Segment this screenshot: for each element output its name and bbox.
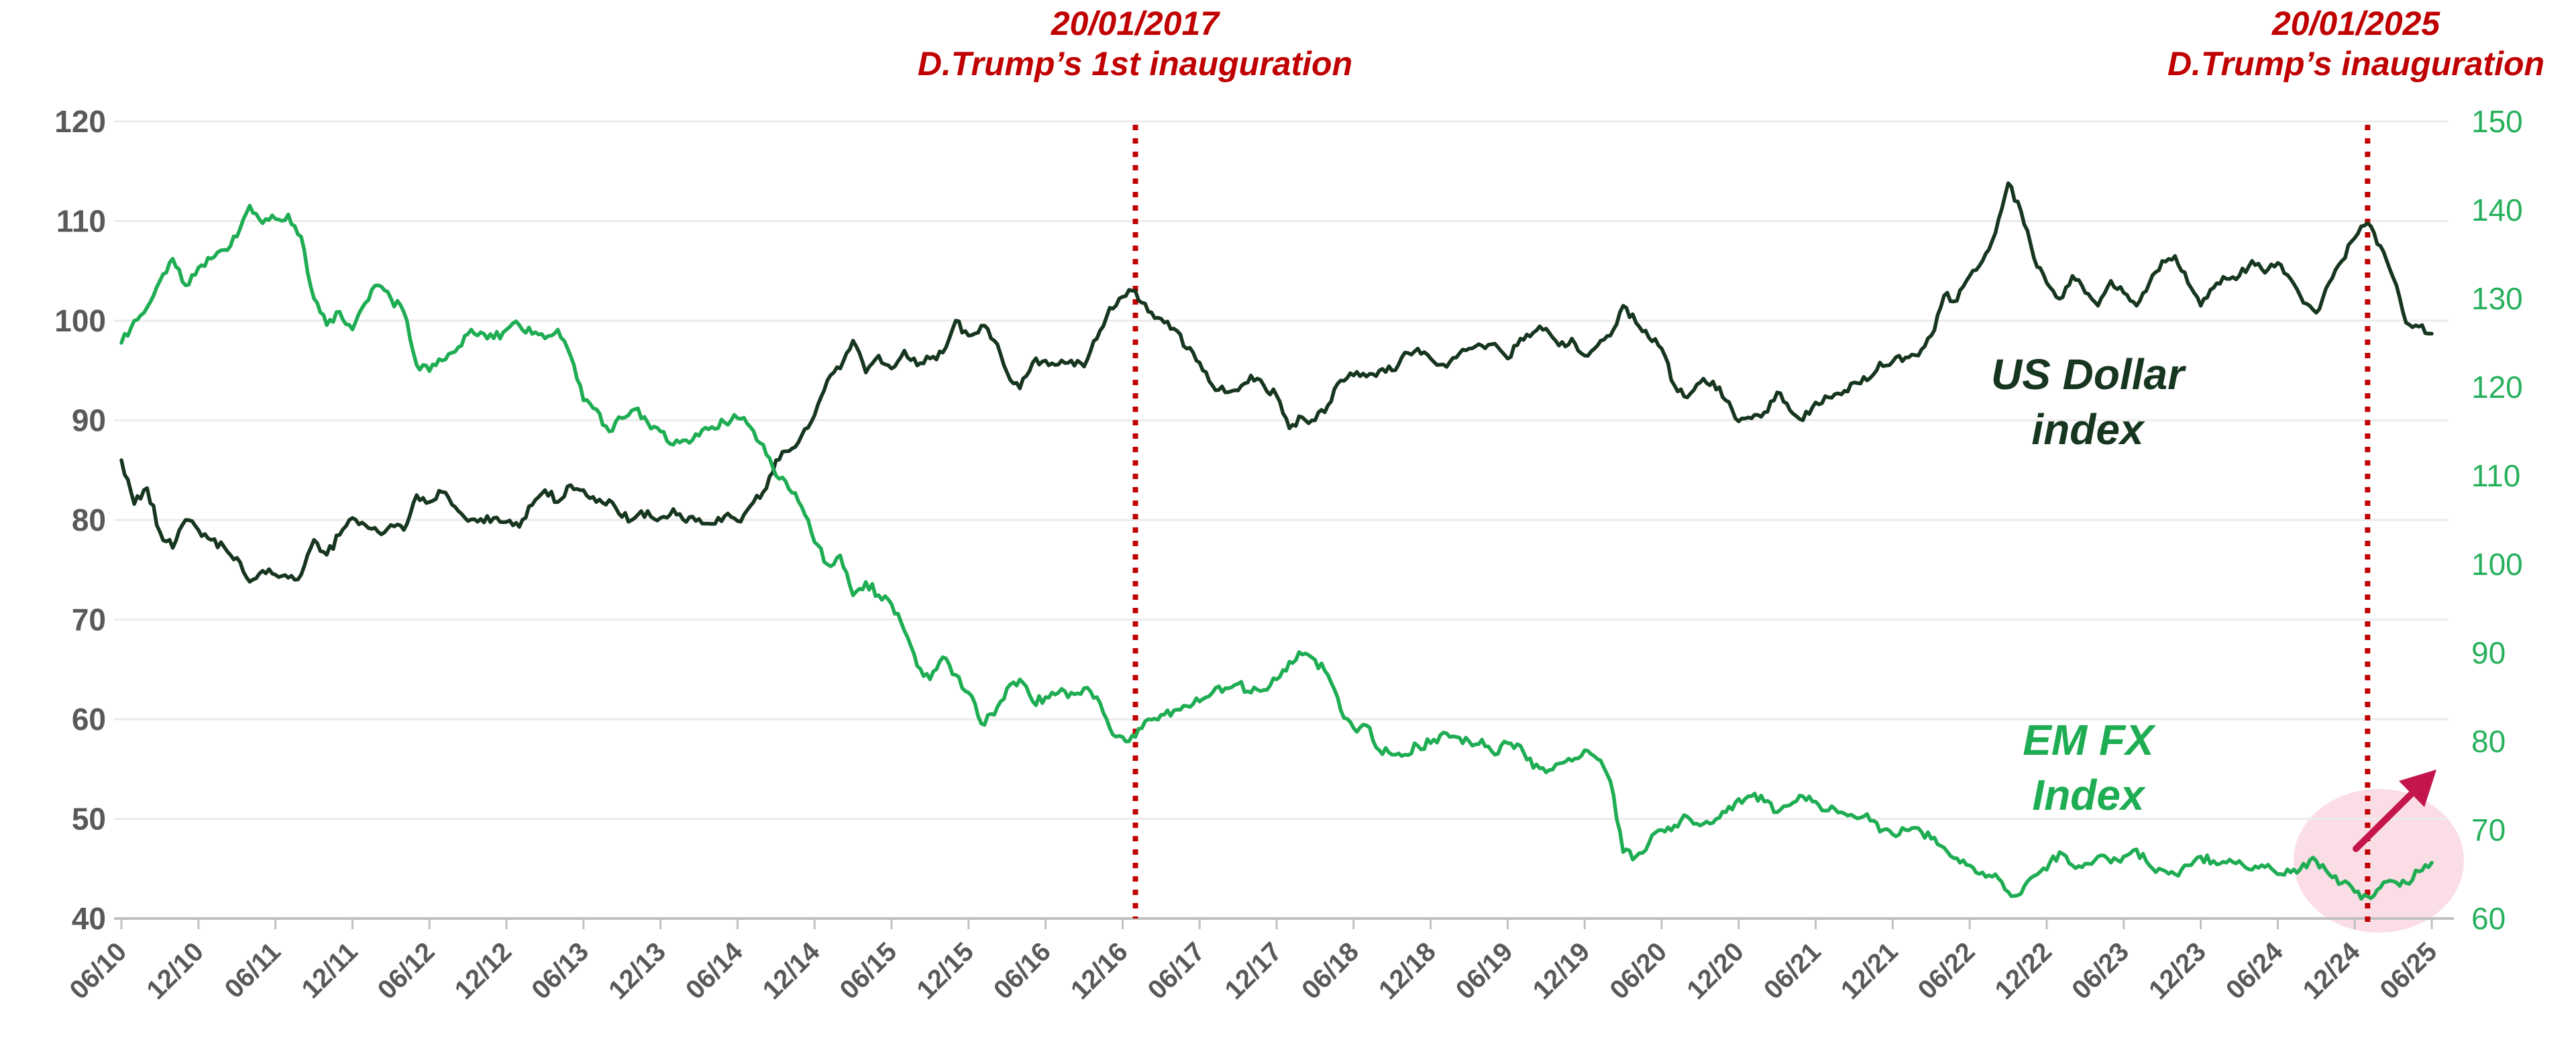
- gridline-layer: [114, 120, 2449, 820]
- right-axis-tick-label: 140: [2471, 193, 2523, 227]
- right-axis-tick-label: 80: [2471, 724, 2506, 759]
- rebound-arrow-head: [2399, 770, 2436, 807]
- right-axis-tick-label: 150: [2471, 104, 2523, 139]
- left-axis-tick-label: 120: [54, 104, 106, 139]
- em-fx-index-line: [119, 203, 2434, 901]
- left-axis-tick-label: 40: [72, 901, 106, 936]
- series-layer: [119, 181, 2434, 901]
- left-axis-tick-label: 80: [72, 503, 106, 537]
- x-tick-label: 06/12: [372, 937, 441, 1005]
- x-tick-label: 06/17: [1142, 937, 1211, 1005]
- x-tick-label: 12/18: [1373, 937, 1442, 1005]
- x-tick-label: 06/18: [1296, 937, 1364, 1005]
- left-axis-tick-label: 110: [56, 204, 106, 239]
- x-tick-label: 06/10: [64, 937, 132, 1005]
- em-series-label-line1: EM FX: [2023, 716, 2156, 764]
- x-tick-label: 06/23: [2066, 937, 2135, 1005]
- usd-series-label-line2: index: [2031, 405, 2145, 454]
- x-tick-label: 12/23: [2143, 937, 2212, 1005]
- x-tick-label: 06/25: [2374, 937, 2443, 1005]
- event-2025-label: D.Trump’s inauguration: [2167, 45, 2544, 83]
- event-2025-date: 20/01/2025: [2271, 5, 2440, 42]
- right-axis-tick-label: 130: [2471, 281, 2523, 316]
- x-tick-label: 06/15: [834, 937, 902, 1005]
- x-tick-label: 12/14: [757, 937, 826, 1005]
- left-axis-tick-label: 70: [72, 602, 106, 637]
- x-tick-label: 06/13: [526, 937, 594, 1005]
- em-series-label-line2: Index: [2032, 771, 2146, 819]
- right-axis-tick-label: 90: [2471, 635, 2506, 670]
- x-tick-label: 06/22: [1913, 937, 1981, 1005]
- x-tick-label: 12/11: [296, 937, 363, 1004]
- event-2017-date: 20/01/2017: [1051, 5, 1220, 42]
- right-axis-tick-label: 60: [2471, 901, 2506, 936]
- event-line-layer: [1132, 125, 2371, 929]
- rebound-arrow-shaft: [2353, 788, 2417, 852]
- x-tick-label: 06/16: [988, 937, 1057, 1005]
- x-tick-label: 06/21: [1758, 937, 1827, 1005]
- left-axis-tick-label: 100: [54, 303, 106, 338]
- event-2017-label: D.Trump’s 1st inauguration: [918, 45, 1352, 83]
- x-tick-label: 12/13: [603, 937, 672, 1005]
- x-tick-label: 12/12: [449, 937, 517, 1005]
- usd-series-label-line1: US Dollar: [1991, 350, 2186, 399]
- x-tick-label: 06/24: [2220, 937, 2289, 1005]
- x-tick-label: 12/15: [911, 937, 979, 1005]
- x-tick-label: 12/10: [141, 937, 209, 1005]
- arrow-layer: [2353, 770, 2436, 852]
- x-tick-label: 06/11: [219, 937, 286, 1004]
- right-axis-tick-label: 110: [2471, 458, 2520, 493]
- right-axis-tick-label: 70: [2471, 812, 2506, 847]
- x-tick-label: 12/16: [1065, 937, 1134, 1005]
- x-tick-label: 12/19: [1527, 937, 1596, 1005]
- highlight-layer: [2294, 789, 2464, 933]
- x-tick-label: 06/14: [680, 937, 749, 1005]
- right-axis-tick-label: 120: [2471, 370, 2523, 405]
- x-tick-label: 12/22: [1989, 937, 2057, 1005]
- left-axis-tick-label: 50: [72, 802, 106, 837]
- x-tick-label: 12/17: [1219, 937, 1287, 1005]
- x-tick-label: 12/21: [1835, 937, 1904, 1005]
- x-tick-label: 06/20: [1604, 937, 1672, 1005]
- left-axis-tick-label: 60: [72, 702, 106, 737]
- x-tick-label: 12/24: [2298, 937, 2366, 1005]
- us-dollar-index-line: [119, 181, 2434, 584]
- text-layer: 20/01/2017 D.Trump’s 1st inauguration 20…: [918, 5, 2544, 819]
- right-axis-tick-label: 100: [2471, 547, 2523, 582]
- highlight-ellipse: [2294, 789, 2464, 933]
- left-axis-tick-label: 90: [72, 403, 106, 438]
- x-tick-label: 06/19: [1450, 937, 1519, 1005]
- x-tick-label: 12/20: [1681, 937, 1750, 1005]
